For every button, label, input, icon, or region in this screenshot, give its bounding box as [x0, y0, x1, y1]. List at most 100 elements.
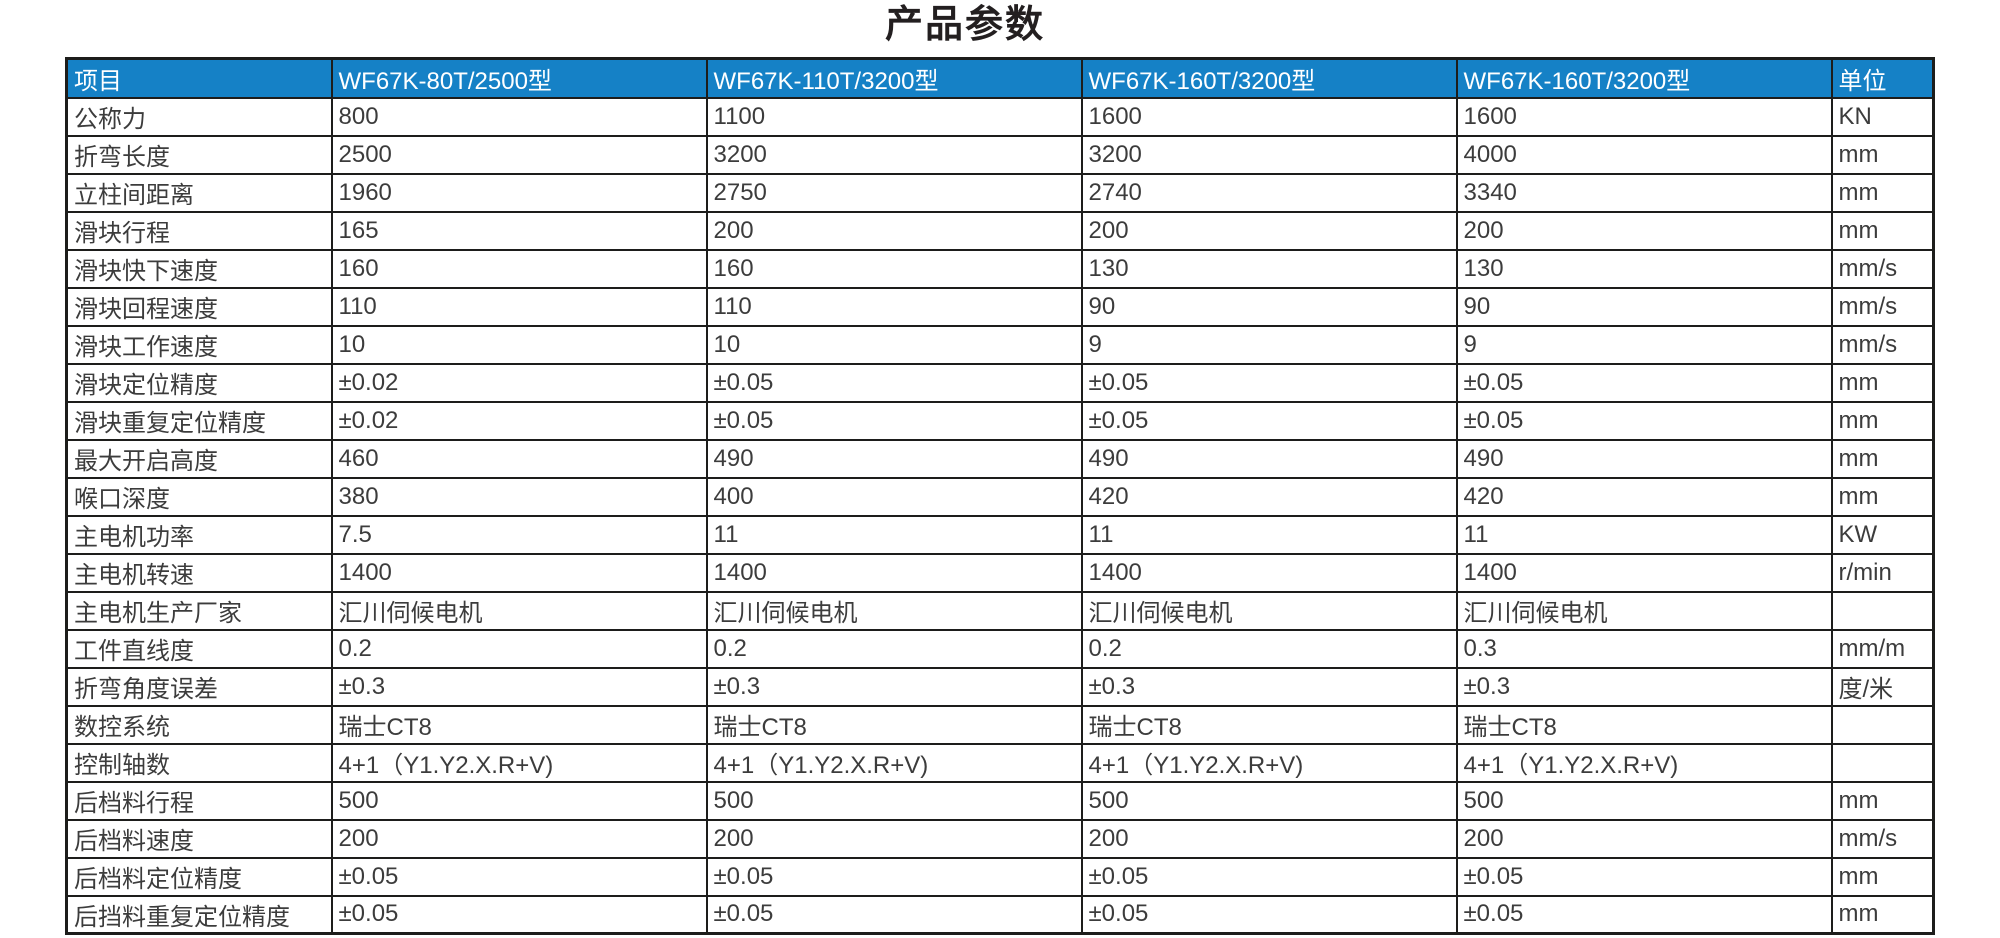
unit-cell: KN: [1830, 96, 1935, 137]
table-row: 控制轴数 4+1（Y1.Y2.X.R+V) 4+1（Y1.Y2.X.R+V) 4+1（…: [65, 742, 1935, 783]
value-cell: 3340: [1455, 172, 1833, 213]
row-label: 滑块重复定位精度: [65, 400, 333, 441]
value-cell: 1400: [1455, 552, 1833, 593]
table-row: 喉口深度 380 400 420 420 mm: [65, 476, 1935, 517]
value-cell: 9: [1455, 324, 1833, 365]
value-cell: ±0.05: [1455, 856, 1833, 897]
table-row: 滑块回程速度 110 110 90 90 mm/s: [65, 286, 1935, 327]
table-row: 折弯角度误差 ±0.3 ±0.3 ±0.3 ±0.3 度/米: [65, 666, 1935, 707]
value-cell: 0.3: [1455, 628, 1833, 669]
value-cell: 3200: [1080, 134, 1458, 175]
unit-cell: mm: [1830, 476, 1935, 517]
value-cell: 500: [1080, 780, 1458, 821]
value-cell: 瑞士CT8: [1455, 704, 1833, 745]
value-cell: 90: [1455, 286, 1833, 327]
value-cell: 800: [330, 96, 708, 137]
value-cell: 110: [330, 286, 708, 327]
product-spec-table: 项目 WF67K-80T/2500型 WF67K-110T/3200型 WF67K-1…: [65, 57, 1935, 935]
value-cell: ±0.05: [1080, 362, 1458, 403]
value-cell: 200: [1080, 210, 1458, 251]
value-cell: 1400: [705, 552, 1083, 593]
row-label: 滑块行程: [65, 210, 333, 251]
value-cell: ±0.05: [705, 400, 1083, 441]
unit-cell: mm: [1830, 400, 1935, 441]
value-cell: 420: [1080, 476, 1458, 517]
value-cell: 汇川伺候电机: [1080, 590, 1458, 631]
value-cell: 1960: [330, 172, 708, 213]
value-cell: 1400: [1080, 552, 1458, 593]
row-label: 后挡料重复定位精度: [65, 894, 333, 935]
value-cell: 1100: [705, 96, 1083, 137]
value-cell: ±0.05: [1455, 400, 1833, 441]
value-cell: 200: [705, 210, 1083, 251]
value-cell: 4+1（Y1.Y2.X.R+V): [705, 742, 1083, 783]
table-body: 公称力 800 1100 1600 1600 KN 折弯长度 2500 3200 3200 4000…: [65, 96, 1935, 935]
value-cell: 500: [705, 780, 1083, 821]
row-label: 控制轴数: [65, 742, 333, 783]
value-cell: 0.2: [1080, 628, 1458, 669]
value-cell: ±0.05: [1080, 856, 1458, 897]
row-label: 后档料定位精度: [65, 856, 333, 897]
value-cell: 200: [330, 818, 708, 859]
table-row: 主电机转速 1400 1400 1400 1400 r/min: [65, 552, 1935, 593]
table-row: 滑块工作速度 10 10 9 9 mm/s: [65, 324, 1935, 365]
value-cell: ±0.05: [705, 856, 1083, 897]
value-cell: 11: [1080, 514, 1458, 555]
row-label: 主电机功率: [65, 514, 333, 555]
table-row: 立柱间距离 1960 2750 2740 3340 mm: [65, 172, 1935, 213]
value-cell: 380: [330, 476, 708, 517]
row-label: 折弯长度: [65, 134, 333, 175]
row-label: 滑块定位精度: [65, 362, 333, 403]
table-row: 工件直线度 0.2 0.2 0.2 0.3 mm/m: [65, 628, 1935, 669]
table-row: 主电机生产厂家 汇川伺候电机 汇川伺候电机 汇川伺候电机 汇川伺候电机: [65, 590, 1935, 631]
row-label: 滑块快下速度: [65, 248, 333, 289]
value-cell: 4+1（Y1.Y2.X.R+V): [330, 742, 708, 783]
unit-cell: mm: [1830, 780, 1935, 821]
row-label: 主电机生产厂家: [65, 590, 333, 631]
unit-cell: mm: [1830, 134, 1935, 175]
table-row: 滑块行程 165 200 200 200 mm: [65, 210, 1935, 251]
value-cell: 200: [1455, 818, 1833, 859]
table-row: 后档料行程 500 500 500 500 mm: [65, 780, 1935, 821]
row-label: 数控系统: [65, 704, 333, 745]
unit-cell: mm: [1830, 894, 1935, 935]
value-cell: 3200: [705, 134, 1083, 175]
value-cell: 200: [705, 818, 1083, 859]
value-cell: 汇川伺候电机: [705, 590, 1083, 631]
value-cell: 110: [705, 286, 1083, 327]
row-label: 折弯角度误差: [65, 666, 333, 707]
row-label: 后档料速度: [65, 818, 333, 859]
value-cell: ±0.3: [330, 666, 708, 707]
value-cell: ±0.05: [705, 362, 1083, 403]
unit-cell: 度/米: [1830, 666, 1935, 707]
unit-cell: [1830, 742, 1935, 783]
unit-cell: mm: [1830, 362, 1935, 403]
unit-cell: r/min: [1830, 552, 1935, 593]
page-title: 产品参数: [884, 4, 1045, 46]
value-cell: 瑞士CT8: [705, 704, 1083, 745]
value-cell: 1400: [330, 552, 708, 593]
value-cell: 130: [1080, 248, 1458, 289]
value-cell: 200: [1080, 818, 1458, 859]
value-cell: 汇川伺候电机: [330, 590, 708, 631]
value-cell: ±0.02: [330, 400, 708, 441]
value-cell: 7.5: [330, 514, 708, 555]
column-header-item: 项目: [65, 57, 333, 99]
value-cell: ±0.3: [1080, 666, 1458, 707]
row-label: 喉口深度: [65, 476, 333, 517]
table-row: 后档料定位精度 ±0.05 ±0.05 ±0.05 ±0.05 mm: [65, 856, 1935, 897]
unit-cell: mm/m: [1830, 628, 1935, 669]
table-row: 后挡料重复定位精度 ±0.05 ±0.05 ±0.05 ±0.05 mm: [65, 894, 1935, 935]
table-row: 数控系统 瑞士CT8 瑞士CT8 瑞士CT8 瑞士CT8: [65, 704, 1935, 745]
row-label: 最大开启高度: [65, 438, 333, 479]
value-cell: 420: [1455, 476, 1833, 517]
unit-cell: mm/s: [1830, 248, 1935, 289]
value-cell: 400: [705, 476, 1083, 517]
value-cell: 460: [330, 438, 708, 479]
unit-cell: mm: [1830, 438, 1935, 479]
table-header-row: 项目 WF67K-80T/2500型 WF67K-110T/3200型 WF67K-1…: [65, 57, 1935, 99]
value-cell: 500: [330, 780, 708, 821]
unit-cell: mm: [1830, 172, 1935, 213]
column-header-unit: 单位: [1830, 57, 1935, 99]
value-cell: 490: [1455, 438, 1833, 479]
